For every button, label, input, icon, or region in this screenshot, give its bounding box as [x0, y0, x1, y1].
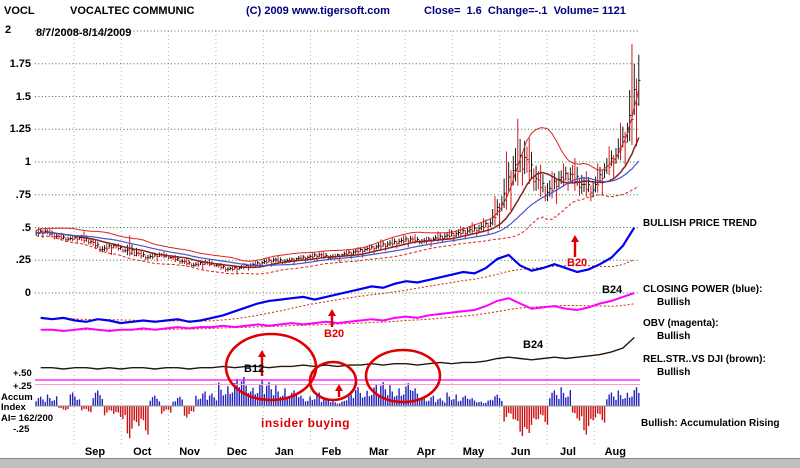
annotation-insider-buying: insider buying: [261, 416, 351, 430]
highlight-circle: [364, 348, 442, 404]
accum-label-word2: Index: [1, 402, 26, 413]
annotation-b20-mid: B20: [324, 328, 345, 340]
annotation-b24-rel-str: B24: [523, 339, 544, 351]
annotation-b12: B12: [244, 363, 265, 375]
obv-label: OBV (magenta):: [643, 318, 719, 329]
copyright-text: (C) 2009 www.tigersoft.com: [246, 5, 390, 17]
company-title: VOCALTEC COMMUNIC: [70, 5, 195, 17]
accum-tick-plus50: +.50: [13, 368, 32, 379]
closing-power-label: CLOSING POWER (blue):: [643, 284, 763, 295]
annotation-b20-right: B20: [567, 257, 588, 269]
accum-tick-minus25: -.25: [13, 424, 30, 435]
annotation-b24-closing-power: B24: [602, 284, 623, 296]
up-arrow-icon: [258, 350, 266, 357]
obv-status: Bullish: [657, 331, 691, 342]
date-range: 8/7/2008-8/14/2009: [36, 27, 132, 39]
up-arrow-icon: [571, 235, 579, 242]
rel-str-status: Bullish: [657, 367, 691, 378]
ai-value: AI= 162/200: [1, 413, 54, 424]
accum-label-word1: Accum: [1, 392, 33, 403]
quote-summary: Close= 1.6 Change=-.1 Volume= 1121: [424, 5, 626, 17]
price-trend-note: BULLISH PRICE TREND: [643, 218, 757, 229]
accumulation-note: Bullish: Accumulation Rising: [641, 418, 780, 429]
closing-power-status: Bullish: [657, 297, 691, 308]
window-bottom-edge: [0, 458, 800, 468]
price-axis-top-label: 2: [5, 24, 12, 36]
highlight-circle: [308, 360, 358, 402]
accum-tick-plus25: +.25: [13, 381, 32, 392]
ticker-symbol: VOCL: [4, 5, 35, 17]
up-arrow-icon: [328, 309, 336, 316]
rel-str-label: REL.STR..VS DJI (brown):: [643, 354, 766, 365]
up-arrow-icon: [335, 384, 343, 391]
